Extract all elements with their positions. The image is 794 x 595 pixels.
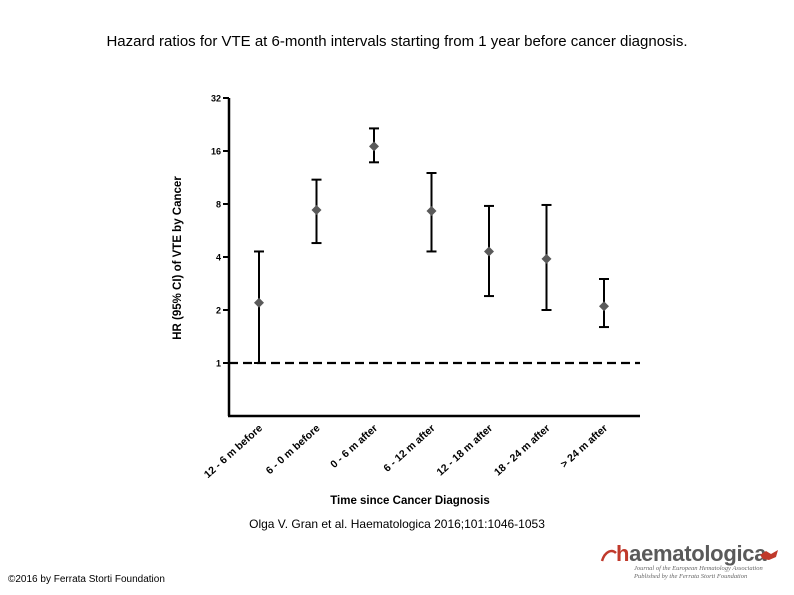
x-tick-label: 6 - 0 m before xyxy=(264,422,323,477)
data-point-diamond xyxy=(254,297,264,308)
citation: Olga V. Gran et al. Haematologica 2016;1… xyxy=(249,517,545,531)
y-tick-label: 4 xyxy=(216,253,221,263)
y-tick-label: 1 xyxy=(216,359,221,369)
y-tick-label: 16 xyxy=(211,147,221,157)
figure-title: Hazard ratios for VTE at 6-month interva… xyxy=(106,33,688,50)
logo-wordmark-h: h xyxy=(616,541,630,566)
data-point-diamond xyxy=(426,206,437,217)
logo-wordmark-rest: aematologica xyxy=(629,541,767,566)
data-point-diamond xyxy=(599,301,609,312)
y-tick-label: 8 xyxy=(216,200,221,210)
x-tick-label: 12 - 18 m after xyxy=(434,422,495,478)
x-tick-label: 6 - 12 m after xyxy=(381,422,437,474)
logo-tagline-1: Journal of the European Hematology Assoc… xyxy=(634,565,763,572)
logo-swoosh-icon xyxy=(600,549,617,562)
logo-eha-icon xyxy=(760,550,778,560)
copyright-notice: ©2016 by Ferrata Storti Foundation xyxy=(8,574,165,585)
x-tick-label: 12 - 6 m before xyxy=(202,422,265,481)
logo-wordmark: haematologica xyxy=(616,541,766,567)
y-tick-label: 32 xyxy=(211,94,221,104)
data-point-diamond xyxy=(311,204,322,215)
x-tick-label: 0 - 6 m after xyxy=(328,422,380,470)
logo-tagline-2: Published by the Ferrata Storti Foundati… xyxy=(634,573,748,580)
x-axis-title: Time since Cancer Diagnosis xyxy=(330,495,490,507)
x-tick-label: > 24 m after xyxy=(558,422,610,470)
haematologica-logo: haematologica Journal of the European He… xyxy=(598,541,783,581)
data-point-diamond xyxy=(369,141,379,152)
y-axis-title: HR (95% CI) of VTE by Cancer xyxy=(172,176,184,340)
chart-panel: 1 2 4 8 16 32 12 - 6 m before 6 - 0 m before 0 -… xyxy=(158,80,648,512)
data-point-diamond xyxy=(484,246,494,257)
data-point-diamond xyxy=(541,253,552,264)
y-tick-label: 2 xyxy=(216,306,221,316)
x-tick-label: 18 - 24 m after xyxy=(492,422,553,478)
